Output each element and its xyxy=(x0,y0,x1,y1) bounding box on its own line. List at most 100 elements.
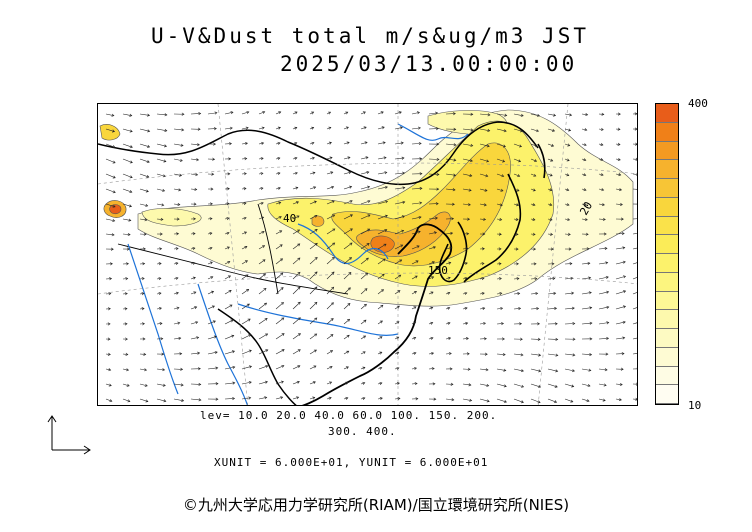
wind-vector-arrowhead xyxy=(141,292,145,296)
wind-vector-arrow xyxy=(360,243,370,250)
river-2 xyxy=(237,303,399,336)
wind-vector-arrowhead xyxy=(583,143,587,147)
wind-vector-arrow xyxy=(241,231,247,235)
wind-vector-arrowhead xyxy=(365,156,369,160)
wind-vector-arrow xyxy=(411,231,421,235)
wind-vector-arrowhead xyxy=(330,318,334,321)
wind-vector-arrowhead xyxy=(264,302,268,306)
wind-vector-arrow xyxy=(173,188,181,191)
wind-vector-arrow xyxy=(292,187,298,190)
wind-vector-arrowhead xyxy=(518,144,522,148)
wind-vector-arrow xyxy=(309,215,318,220)
wind-vector-arrow xyxy=(377,351,382,355)
wind-vector-arrowhead xyxy=(107,322,111,326)
wind-vector-arrow xyxy=(462,188,472,191)
wind-vector-arrowhead xyxy=(467,367,471,371)
wind-vector-arrow xyxy=(190,143,200,146)
wind-vector-arrow xyxy=(564,323,575,325)
wind-vector-arrow xyxy=(360,257,369,265)
wind-vector-arrow xyxy=(428,322,433,325)
wind-vector-arrowhead xyxy=(347,318,351,322)
wind-vector-arrow xyxy=(615,173,621,176)
wind-vector-arrow xyxy=(581,322,592,325)
wind-vector-arrow xyxy=(377,382,382,385)
wind-vector-arrowhead xyxy=(603,383,607,387)
wind-vector-arrowhead xyxy=(296,380,300,384)
wind-vector-arrowhead xyxy=(278,111,282,115)
wind-vector-arrow xyxy=(326,286,334,295)
wind-vector-arrowhead xyxy=(583,188,587,192)
wind-vector-arrowhead xyxy=(192,247,196,251)
wind-vector-arrowhead xyxy=(159,232,163,236)
wind-vector-arrowhead xyxy=(519,337,523,341)
wind-vector-arrowhead xyxy=(178,188,182,192)
wind-vector-arrow xyxy=(547,368,558,372)
wind-vector-arrowhead xyxy=(482,306,486,310)
wind-vector-arrow xyxy=(581,113,588,116)
wind-vector-arrowhead xyxy=(413,351,417,355)
wind-vector-arrow xyxy=(496,143,506,147)
wind-vector-arrowhead xyxy=(379,381,383,385)
map-canvas: 40 150 20 xyxy=(98,104,638,405)
wind-vector-arrow xyxy=(632,188,637,190)
wind-vector-arrowhead xyxy=(228,157,232,161)
wind-vector-arrowhead xyxy=(280,380,284,384)
wind-vector-arrowhead xyxy=(451,217,455,221)
wind-vector-arrowhead xyxy=(381,126,385,130)
wind-vector-arrowhead xyxy=(567,232,571,236)
wind-vector-arrow xyxy=(326,127,331,130)
wind-vector-arrowhead xyxy=(181,112,185,116)
wind-vector-arrow xyxy=(615,143,621,145)
wind-vector-arrowhead xyxy=(295,186,299,190)
wind-vector-arrow xyxy=(598,368,608,371)
wind-vector-arrow xyxy=(496,353,506,355)
wind-vector-arrowhead xyxy=(229,304,233,308)
wind-vector-arrow xyxy=(156,143,167,147)
wind-vector-arrow xyxy=(258,216,264,220)
wind-vector-arrowhead xyxy=(277,126,281,130)
wind-vector-arrowhead xyxy=(177,202,181,206)
wind-vector-arrowhead xyxy=(402,186,406,190)
wind-vector-arrowhead xyxy=(141,277,145,281)
wind-vector-arrow xyxy=(377,229,387,235)
wind-vector-arrowhead xyxy=(245,274,249,278)
wind-vector-arrowhead xyxy=(397,290,401,293)
wind-vector-arrowhead xyxy=(330,171,334,175)
wind-vector-arrowhead xyxy=(637,188,638,191)
wind-vector-arrow xyxy=(428,217,438,220)
wind-vector-arrowhead xyxy=(262,245,266,248)
wind-vector-arrowhead xyxy=(465,247,469,251)
wind-vector-arrowhead xyxy=(449,367,453,371)
wind-vector-arrow xyxy=(496,292,502,295)
wind-vector-arrow xyxy=(615,158,621,161)
wind-vector-arrow xyxy=(479,263,485,265)
wind-vector-arrow xyxy=(598,188,604,191)
wind-vector-arrowhead xyxy=(572,337,576,341)
wind-vector-arrowhead xyxy=(262,273,266,277)
wind-vector-arrowhead xyxy=(413,306,417,310)
wind-vector-arrowhead xyxy=(601,112,605,116)
wind-vector-arrowhead xyxy=(192,261,196,265)
colorbar-segment xyxy=(656,347,678,367)
wind-vector-arrow xyxy=(190,291,197,295)
wind-vector-arrowhead xyxy=(470,112,474,116)
wind-vector-arrowhead xyxy=(247,318,251,322)
wind-vector-arrowhead xyxy=(347,302,351,306)
wind-vector-arrow xyxy=(496,188,504,192)
wind-vector-arrowhead xyxy=(296,396,300,400)
wind-vector-arrow xyxy=(547,158,553,162)
wind-vector-arrow xyxy=(445,247,452,250)
wind-vector-arrowhead xyxy=(244,245,248,249)
wind-vector-arrowhead xyxy=(621,232,625,236)
wind-vector-arrowhead xyxy=(345,396,349,400)
wind-vector-arrowhead xyxy=(365,272,369,276)
wind-vector-arrow xyxy=(394,157,405,160)
wind-vector-arrowhead xyxy=(470,143,474,147)
wind-vector-arrowhead xyxy=(413,321,417,325)
wind-vector-arrowhead xyxy=(634,127,637,131)
wind-vector-arrow xyxy=(445,143,456,146)
wind-vector-arrow xyxy=(411,383,418,385)
wind-vector-arrowhead xyxy=(162,188,166,192)
wind-vector-arrow xyxy=(581,398,590,402)
wind-vector-arrow xyxy=(479,307,485,310)
